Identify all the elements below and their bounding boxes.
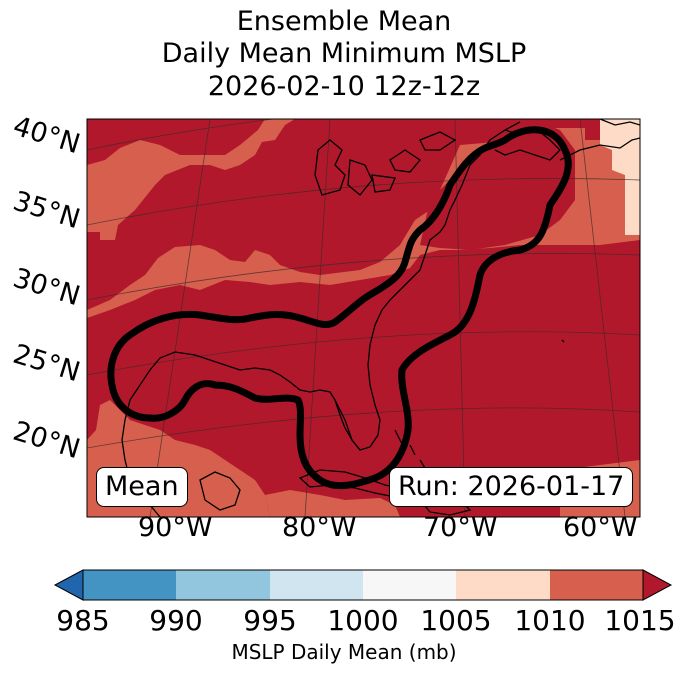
colorbar-tick-990: 990	[149, 604, 203, 637]
map-frame	[86, 118, 641, 518]
mslp-contour-line	[107, 126, 572, 490]
colorbar-extend-low	[53, 569, 84, 601]
mslp-field-above-1015-main	[87, 240, 640, 517]
mean-badge: Mean	[96, 467, 188, 507]
mslp-field-above-1015-coast	[420, 122, 575, 250]
lon-label-90w: 90°W	[138, 512, 213, 543]
colorbar-tick-985: 985	[56, 604, 110, 637]
colorbar-tick-1015: 1015	[604, 604, 676, 637]
chart-title-line2: Daily Mean Minimum MSLP	[161, 38, 527, 69]
lon-label-60w: 60°W	[563, 512, 638, 543]
colorbar-frame	[82, 569, 644, 601]
colorbar-label: MSLP Daily Mean (mb)	[231, 640, 457, 664]
mslp-field-1005-1010-east	[600, 119, 640, 235]
mslp-field-above-1015-north	[87, 119, 600, 310]
run-date-badge: Run: 2026-01-17	[389, 467, 634, 507]
colorbar-segment-1010-1015	[550, 570, 643, 600]
colorbar-tick-1005: 1005	[420, 604, 492, 637]
colorbar-tick-1010: 1010	[514, 604, 586, 637]
lon-label-80w: 80°W	[282, 512, 357, 543]
mslp-field-1010-1015-south	[265, 490, 400, 517]
colorbar-extend-high	[642, 569, 673, 601]
graticule	[87, 119, 640, 517]
colorbar-segment-1000-1005	[363, 570, 456, 600]
chart-title-line1: Ensemble Mean	[236, 6, 452, 37]
chart-title-line3: 2026-02-10 12z-12z	[207, 71, 481, 102]
colorbar-tick-995: 995	[243, 604, 297, 637]
colorbar-tick-1000: 1000	[327, 604, 399, 637]
colorbar-segment-985-990	[83, 570, 176, 600]
colorbar-segment-995-1000	[270, 570, 363, 600]
colorbar-segment-990-995	[176, 570, 270, 600]
colorbar-segment-1005-1010	[456, 570, 550, 600]
lon-label-70w: 70°W	[423, 512, 498, 543]
